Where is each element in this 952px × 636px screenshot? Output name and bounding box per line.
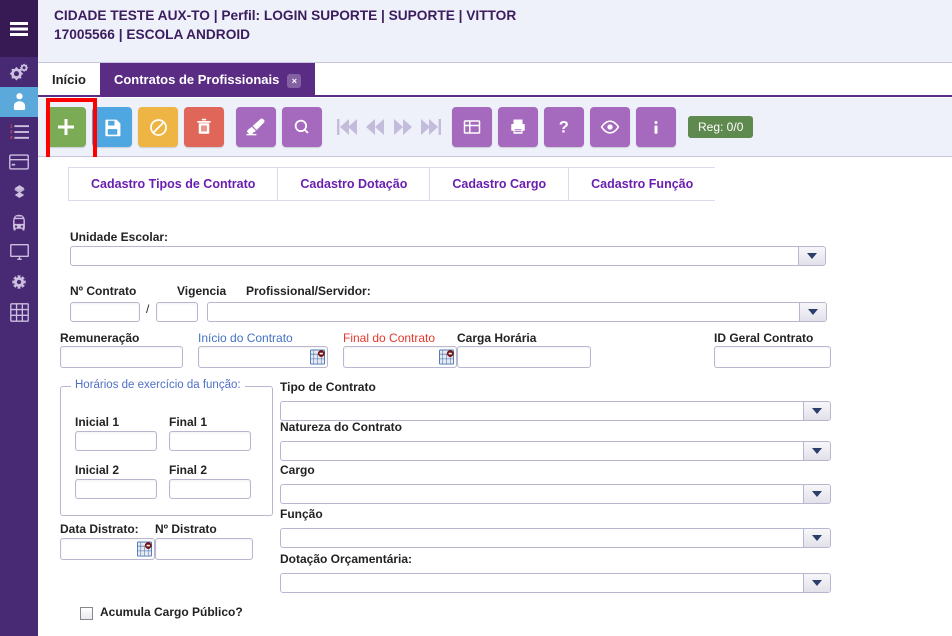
svg-text:1: 1 [10,124,13,129]
svg-text:2: 2 [10,129,13,135]
svg-text:?: ? [559,118,569,136]
svg-text:3: 3 [10,135,13,141]
